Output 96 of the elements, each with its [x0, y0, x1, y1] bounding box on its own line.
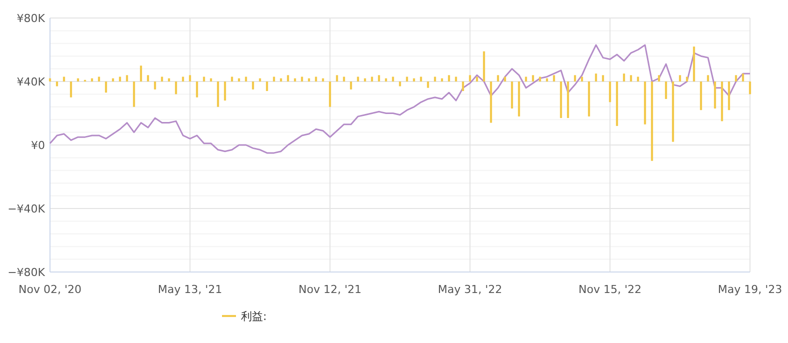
bar: [720, 82, 724, 122]
bar: [524, 76, 528, 82]
bar: [734, 75, 738, 82]
bar: [482, 51, 486, 82]
bar: [594, 74, 598, 82]
bar: [252, 82, 254, 90]
bar: [552, 75, 556, 82]
bar: [636, 76, 640, 82]
bar: [700, 82, 702, 110]
bar: [392, 76, 394, 82]
bar: [132, 82, 136, 107]
bar: [314, 76, 318, 82]
bar: [664, 82, 668, 99]
x-tick-label: Nov 15, '22: [578, 283, 642, 296]
x-tick-label: May 13, '21: [158, 283, 222, 296]
bar: [196, 82, 198, 98]
bar: [748, 82, 752, 94]
bar: [342, 76, 346, 82]
bar: [454, 76, 458, 82]
bar: [434, 76, 436, 82]
bar: [56, 82, 58, 86]
bar: [504, 76, 506, 82]
bar: [560, 82, 562, 118]
bar: [728, 82, 730, 110]
bar: [678, 75, 682, 82]
bar: [230, 76, 234, 82]
bar: [490, 82, 492, 123]
bar: [244, 76, 248, 82]
bar: [588, 82, 590, 116]
bar: [420, 76, 422, 82]
bar: [216, 82, 220, 107]
bar: [650, 82, 654, 161]
y-tick-label: −¥40K: [8, 202, 46, 216]
bar: [336, 75, 338, 82]
bar: [286, 75, 290, 82]
bar: [98, 76, 100, 82]
bar: [462, 82, 464, 92]
bar: [510, 82, 514, 108]
bar: [476, 76, 478, 82]
bar: [370, 76, 374, 82]
bar: [622, 74, 626, 82]
bar: [580, 76, 584, 82]
x-tick-label: Nov 12, '21: [298, 283, 362, 296]
bar: [574, 75, 576, 82]
bar: [202, 76, 206, 82]
bar: [426, 82, 430, 88]
legend: 利益:: [222, 310, 267, 323]
bar: [300, 76, 304, 82]
bar: [154, 82, 156, 90]
bar: [658, 75, 660, 82]
bar: [608, 82, 612, 102]
bar: [714, 82, 716, 108]
x-tick-label: Nov 02, '20: [18, 283, 82, 296]
bar: [692, 46, 696, 82]
bar: [350, 82, 352, 90]
bar: [616, 82, 618, 126]
bar: [448, 75, 450, 82]
y-tick-label: ¥40K: [16, 76, 46, 88]
legend-label: 利益:: [241, 310, 267, 323]
bar: [146, 75, 150, 82]
bar: [118, 76, 122, 82]
bar: [378, 75, 380, 82]
bar: [328, 82, 332, 107]
bar: [538, 76, 542, 82]
bar: [742, 74, 744, 82]
bar: [224, 82, 226, 101]
bar: [160, 76, 164, 82]
bar: [70, 82, 72, 98]
bar: [630, 75, 632, 82]
bar: [126, 75, 128, 82]
bar: [104, 82, 108, 93]
bar: [398, 82, 402, 86]
bar: [62, 76, 66, 82]
bar: [706, 75, 710, 82]
bar: [188, 75, 192, 82]
bar: [566, 82, 570, 118]
y-tick-label: ¥80K: [16, 12, 46, 25]
y-tick-label: −¥80K: [8, 266, 46, 279]
bar: [644, 82, 646, 124]
bar: [406, 76, 408, 82]
bar: [174, 82, 178, 94]
bar: [518, 82, 520, 116]
y-tick-label: ¥0: [31, 139, 45, 152]
bar: [272, 76, 276, 82]
x-tick-label: May 31, '22: [438, 283, 502, 296]
bar: [496, 75, 500, 82]
bar: [266, 82, 268, 92]
x-tick-label: May 19, '23: [718, 283, 782, 296]
bar: [356, 76, 360, 82]
bar: [602, 75, 604, 82]
bar: [140, 66, 142, 82]
bar: [182, 76, 184, 82]
bar: [468, 75, 472, 82]
bar: [672, 82, 674, 142]
bar: [532, 75, 534, 82]
bar: [686, 76, 688, 82]
